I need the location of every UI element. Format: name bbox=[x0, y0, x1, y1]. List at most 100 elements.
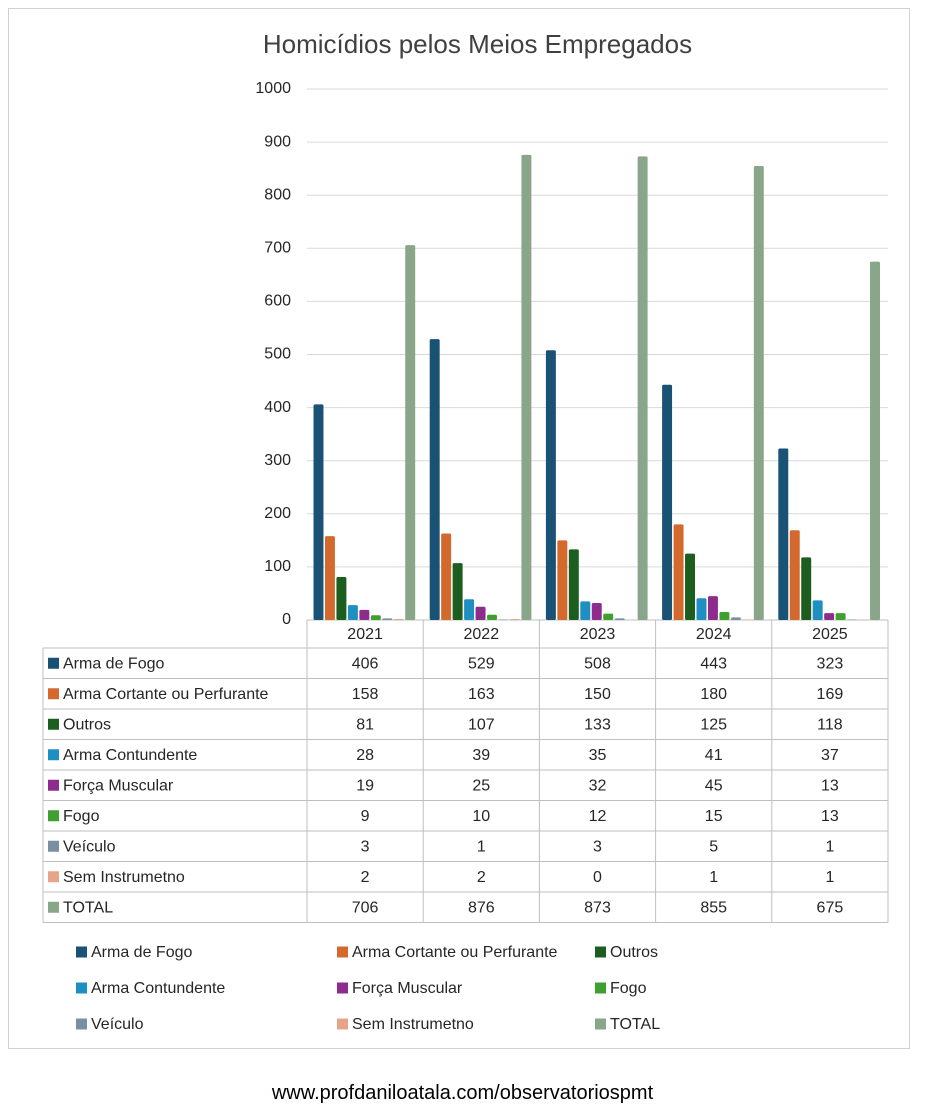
y-tick-label-600: 600 bbox=[264, 293, 291, 310]
bar-2-2022 bbox=[452, 563, 463, 620]
table-row-label-1: Arma Cortante ou Perfurante bbox=[63, 686, 269, 703]
table-cell-5-2023: 12 bbox=[589, 808, 607, 825]
bar-4-2021 bbox=[359, 609, 370, 620]
table-cell-5-2022: 10 bbox=[472, 808, 490, 825]
legend-label-4: Força Muscular bbox=[352, 980, 463, 997]
table-cell-8-2021: 706 bbox=[352, 899, 379, 916]
legend-key-5 bbox=[595, 982, 606, 994]
legend-label-8: TOTAL bbox=[610, 1016, 660, 1033]
table-cell-1-2025: 169 bbox=[817, 686, 844, 703]
bar-0-2024 bbox=[662, 384, 673, 620]
bar-5-2021 bbox=[370, 615, 381, 620]
table-cell-5-2024: 15 bbox=[705, 808, 723, 825]
table-legend-key-6 bbox=[48, 840, 59, 852]
legend-key-3 bbox=[76, 982, 87, 994]
bar-3-2025 bbox=[812, 600, 823, 620]
bar-3-2021 bbox=[347, 605, 358, 620]
bar-2-2023 bbox=[568, 549, 579, 620]
y-tick-label-900: 900 bbox=[264, 133, 291, 150]
y-tick-label-400: 400 bbox=[264, 399, 291, 416]
table-cell-4-2024: 45 bbox=[705, 777, 723, 794]
bar-4-2022 bbox=[475, 606, 486, 620]
bar-6-2025 bbox=[847, 619, 858, 620]
table-cell-6-2025: 1 bbox=[825, 838, 834, 855]
table-cell-4-2021: 19 bbox=[356, 777, 374, 794]
table-cell-7-2024: 1 bbox=[709, 869, 718, 886]
source-url: www.profdaniloatala.com/observatoriospmt bbox=[271, 1082, 654, 1104]
table-cell-3-2025: 37 bbox=[821, 747, 839, 764]
table-cell-7-2021: 2 bbox=[361, 869, 370, 886]
table-cell-4-2022: 25 bbox=[472, 777, 490, 794]
table-header-2022: 2022 bbox=[464, 626, 500, 643]
table-cell-3-2024: 41 bbox=[705, 747, 723, 764]
table-cell-2-2025: 118 bbox=[817, 716, 843, 733]
table-cell-6-2024: 5 bbox=[709, 838, 718, 855]
bar-6-2022 bbox=[498, 619, 509, 620]
table-cell-8-2023: 873 bbox=[584, 899, 611, 916]
bar-1-2024 bbox=[673, 524, 684, 620]
bar-7-2025 bbox=[858, 619, 869, 620]
table-header-2025: 2025 bbox=[812, 626, 848, 643]
table-cell-0-2021: 406 bbox=[352, 655, 379, 672]
bar-7-2024 bbox=[742, 619, 753, 620]
bar-2-2025 bbox=[801, 557, 812, 620]
legend-label-5: Fogo bbox=[610, 980, 647, 997]
table-cell-2-2024: 125 bbox=[700, 716, 727, 733]
bar-6-2021 bbox=[382, 618, 393, 620]
table-row-label-2: Outros bbox=[63, 716, 111, 733]
table-cell-4-2025: 13 bbox=[821, 777, 839, 794]
y-tick-label-200: 200 bbox=[264, 505, 291, 522]
table-legend-key-8 bbox=[48, 901, 59, 913]
table-cell-6-2022: 1 bbox=[477, 838, 486, 855]
table-legend-key-2 bbox=[48, 718, 59, 730]
table-legend-key-0 bbox=[48, 657, 59, 669]
table-legend-key-3 bbox=[48, 749, 59, 761]
legend-key-6 bbox=[76, 1018, 87, 1030]
table-cell-7-2025: 1 bbox=[825, 869, 834, 886]
table-cell-3-2023: 35 bbox=[589, 747, 607, 764]
bar-2-2021 bbox=[336, 576, 347, 620]
table-cell-1-2023: 150 bbox=[584, 686, 611, 703]
table-cell-0-2024: 443 bbox=[700, 655, 727, 672]
chart-svg: Homicídios pelos Meios Empregados0100200… bbox=[42, 29, 889, 1033]
table-header-2023: 2023 bbox=[580, 626, 616, 643]
bar-8-2021 bbox=[405, 245, 416, 620]
table-legend-key-1 bbox=[48, 688, 59, 700]
table-cell-2-2023: 133 bbox=[584, 716, 611, 733]
table-cell-5-2021: 9 bbox=[361, 808, 370, 825]
table-row-label-6: Veículo bbox=[63, 838, 116, 855]
legend-label-2: Outros bbox=[610, 944, 658, 961]
table-header-2024: 2024 bbox=[696, 626, 732, 643]
bar-0-2022 bbox=[429, 339, 440, 620]
table-row-label-8: TOTAL bbox=[63, 899, 113, 916]
bar-5-2025 bbox=[835, 613, 846, 620]
bar-4-2023 bbox=[591, 603, 602, 620]
legend-key-1 bbox=[337, 946, 348, 958]
bar-1-2025 bbox=[789, 530, 800, 620]
legend-key-2 bbox=[595, 946, 606, 958]
table-cell-8-2025: 675 bbox=[817, 899, 844, 916]
bar-1-2021 bbox=[324, 536, 335, 620]
bar-8-2024 bbox=[753, 165, 764, 620]
bar-0-2025 bbox=[778, 448, 789, 620]
legend-label-1: Arma Cortante ou Perfurante bbox=[352, 944, 558, 961]
bar-8-2023 bbox=[637, 156, 648, 620]
table-cell-4-2023: 32 bbox=[589, 777, 607, 794]
table-cell-6-2023: 3 bbox=[593, 838, 602, 855]
legend-key-0 bbox=[76, 946, 87, 958]
bar-3-2024 bbox=[696, 598, 707, 620]
legend-key-8 bbox=[595, 1018, 606, 1030]
y-tick-label-800: 800 bbox=[264, 186, 291, 203]
bar-7-2021 bbox=[393, 618, 404, 620]
legend-label-7: Sem Instrumetno bbox=[352, 1016, 474, 1033]
table-cell-6-2021: 3 bbox=[361, 838, 370, 855]
bar-7-2022 bbox=[509, 618, 520, 620]
chart-title: Homicídios pelos Meios Empregados bbox=[263, 29, 692, 59]
table-row-label-5: Fogo bbox=[63, 808, 100, 825]
table-header-2021: 2021 bbox=[347, 626, 383, 643]
legend-key-7 bbox=[337, 1018, 348, 1030]
table-cell-2-2022: 107 bbox=[468, 716, 495, 733]
table-cell-3-2021: 28 bbox=[356, 747, 374, 764]
table-cell-3-2022: 39 bbox=[472, 747, 490, 764]
y-tick-label-100: 100 bbox=[264, 558, 291, 575]
